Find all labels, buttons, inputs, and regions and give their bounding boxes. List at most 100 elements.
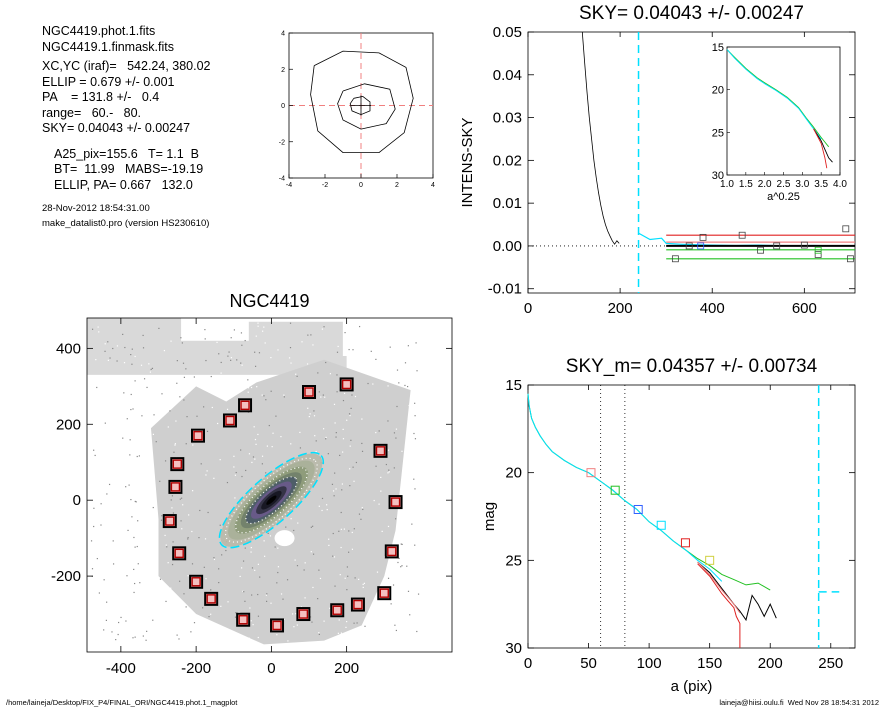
- x-tick-label: 0: [524, 655, 532, 672]
- noise-speck: [401, 543, 403, 546]
- noise-speck: [91, 506, 93, 509]
- noise-speck: [135, 588, 137, 590]
- noise-speck: [134, 355, 136, 358]
- noise-speck: [136, 588, 138, 590]
- noise-speck: [106, 601, 108, 603]
- noise-speck: [130, 498, 132, 501]
- noise-speck: [401, 565, 403, 567]
- y-tick-label: 2: [281, 67, 285, 74]
- sky-box: [236, 612, 251, 627]
- noise-speck: [214, 382, 216, 384]
- noise-speck: [349, 445, 351, 447]
- noise-speck: [343, 392, 346, 394]
- noise-speck: [183, 640, 185, 642]
- noise-speck: [387, 525, 390, 528]
- noise-speck: [277, 571, 279, 574]
- noise-speck: [348, 530, 350, 532]
- noise-speck: [348, 324, 350, 326]
- noise-speck: [204, 338, 206, 340]
- noise-speck: [236, 359, 238, 361]
- noise-speck: [389, 346, 391, 348]
- noise-speck: [290, 443, 292, 445]
- noise-speck: [375, 465, 377, 467]
- noise-speck: [296, 375, 298, 377]
- noise-speck: [136, 545, 138, 548]
- noise-speck: [161, 515, 163, 517]
- noise-speck: [251, 461, 253, 464]
- noise-speck: [362, 508, 364, 511]
- noise-speck: [242, 590, 244, 592]
- inset-x-tick-label: 3.5: [814, 179, 828, 190]
- noise-speck: [141, 415, 143, 417]
- noise-speck: [196, 415, 198, 417]
- y-tick-label: 0.02: [493, 152, 522, 169]
- noise-speck: [266, 445, 268, 447]
- x-tick-label: 200: [758, 655, 783, 672]
- sky-box-inner: [304, 387, 314, 397]
- noise-speck: [205, 578, 207, 580]
- noise-speck: [233, 329, 235, 331]
- noise-speck: [390, 578, 392, 581]
- noise-speck: [181, 528, 183, 530]
- noise-speck: [233, 455, 235, 457]
- noise-speck: [220, 605, 222, 607]
- y-tick-label: -4: [279, 176, 285, 183]
- noise-speck: [243, 591, 245, 593]
- noise-speck: [148, 363, 150, 365]
- noise-speck: [259, 576, 261, 578]
- noise-speck: [93, 507, 95, 509]
- noise-speck: [145, 639, 147, 641]
- noise-speck: [235, 612, 237, 614]
- noise-speck: [346, 566, 348, 568]
- noise-speck: [115, 605, 117, 607]
- inset-y-tick-label: 20: [712, 85, 724, 97]
- noise-speck: [104, 343, 106, 345]
- noise-speck: [269, 535, 272, 537]
- noise-speck: [385, 463, 387, 466]
- sky-box-point: [757, 246, 764, 254]
- y-tick-label: -2: [279, 139, 285, 146]
- noise-speck: [130, 408, 132, 411]
- noise-speck: [252, 624, 254, 626]
- noise-speck: [138, 455, 140, 457]
- noise-speck: [416, 630, 418, 633]
- noise-speck: [326, 509, 328, 511]
- noise-speck: [172, 541, 174, 543]
- noise-speck: [337, 632, 339, 634]
- sky-box-inner: [225, 415, 235, 426]
- noise-speck: [323, 620, 325, 622]
- x-tick-label: -2: [322, 182, 328, 189]
- inset-series-line: [813, 128, 828, 169]
- noise-speck: [257, 563, 260, 565]
- noise-speck: [340, 511, 342, 514]
- noise-speck: [98, 592, 100, 594]
- noise-speck: [349, 414, 351, 417]
- noise-speck: [227, 355, 229, 357]
- noise-speck: [174, 443, 176, 445]
- noise-speck: [170, 624, 172, 626]
- noise-speck: [346, 419, 348, 421]
- noise-speck: [387, 577, 390, 579]
- y-tick-label: 15: [505, 377, 522, 394]
- sky-box: [302, 385, 317, 400]
- noise-speck: [116, 360, 118, 362]
- noise-speck: [96, 557, 98, 560]
- noise-speck: [200, 463, 202, 465]
- noise-speck: [133, 536, 135, 539]
- noise-speck: [208, 616, 210, 618]
- noise-speck: [373, 499, 375, 502]
- noise-speck: [263, 326, 265, 328]
- noise-speck: [244, 339, 246, 342]
- noise-speck: [340, 632, 342, 634]
- noise-speck: [403, 378, 405, 380]
- noise-speck: [180, 497, 183, 499]
- noise-speck: [283, 396, 285, 398]
- noise-speck: [411, 523, 413, 525]
- noise-speck: [191, 490, 194, 492]
- y-tick-label: -0.01: [488, 281, 522, 298]
- sky-box: [172, 546, 187, 561]
- noise-speck: [118, 621, 120, 624]
- noise-speck: [407, 590, 410, 592]
- noise-speck: [336, 374, 338, 376]
- noise-speck: [117, 633, 119, 636]
